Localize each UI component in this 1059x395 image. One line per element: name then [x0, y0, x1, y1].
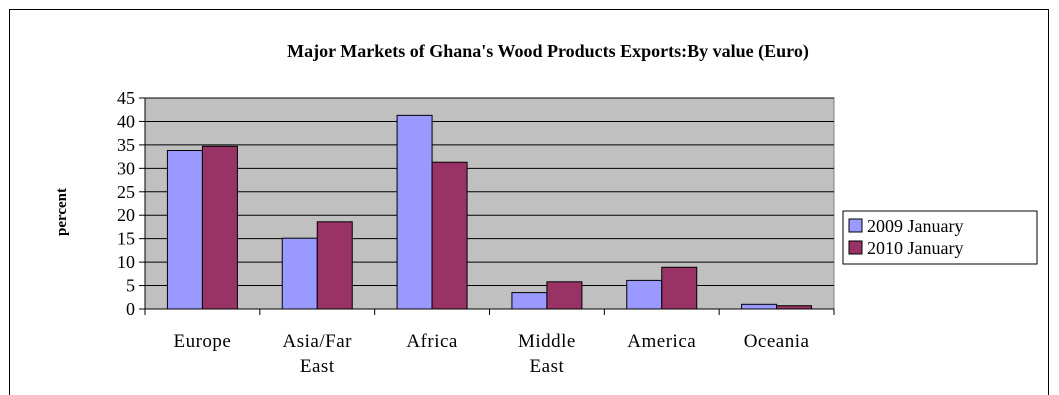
y-tick-label: 5: [126, 276, 135, 296]
y-tick-label: 30: [117, 158, 135, 178]
y-tick-label: 35: [117, 135, 135, 155]
legend-label: 2010 January: [867, 238, 963, 258]
y-tick-label: 25: [117, 182, 135, 202]
y-tick-labels: 0 5 10 15 20 25 30 35 40 45: [117, 88, 135, 319]
legend-swatch: [848, 218, 863, 233]
x-category-label: Europe: [173, 331, 231, 352]
y-tick-label: 40: [117, 111, 135, 131]
x-category-label: Africa: [406, 331, 458, 352]
bar-2010-january: [546, 281, 583, 310]
x-category-label: East: [530, 356, 565, 377]
bar-2009-january: [396, 114, 433, 310]
y-tick-label: 10: [117, 252, 135, 272]
y-tick-label: 20: [117, 205, 135, 225]
legend-swatch: [848, 240, 863, 255]
bar-2009-january: [626, 279, 663, 310]
axes: [139, 97, 835, 315]
bar-2010-january: [431, 161, 468, 310]
x-category-label: East: [300, 356, 335, 377]
chart-title: Major Markets of Ghana's Wood Products E…: [287, 41, 809, 62]
x-category-label: Oceania: [744, 331, 810, 352]
bar-2009-january: [281, 237, 318, 310]
legend-box: [842, 210, 1038, 265]
x-category-label: Asia/Far: [283, 331, 353, 352]
y-tick-label: 15: [117, 229, 135, 249]
bar-2010-january: [201, 145, 238, 310]
y-axis-label: percent: [54, 188, 70, 236]
y-tick-label: 45: [117, 88, 135, 108]
plot-area: [144, 97, 835, 310]
bar-2009-january: [741, 303, 778, 310]
legend-label: 2009 January: [867, 216, 963, 236]
y-tick-label: 0: [126, 299, 135, 319]
x-category-labels: Europe Asia/Far East Africa Middle East Americ…: [173, 331, 809, 377]
x-category-label: Middle: [518, 331, 576, 352]
chart-frame: [9, 9, 1049, 395]
bar-2009-january: [511, 292, 548, 310]
x-category-label: America: [627, 331, 696, 352]
bar-2009-january: [166, 150, 203, 310]
gridlines: [145, 97, 834, 287]
bar-2010-january: [316, 221, 353, 310]
bar-2010-january: [661, 266, 698, 310]
